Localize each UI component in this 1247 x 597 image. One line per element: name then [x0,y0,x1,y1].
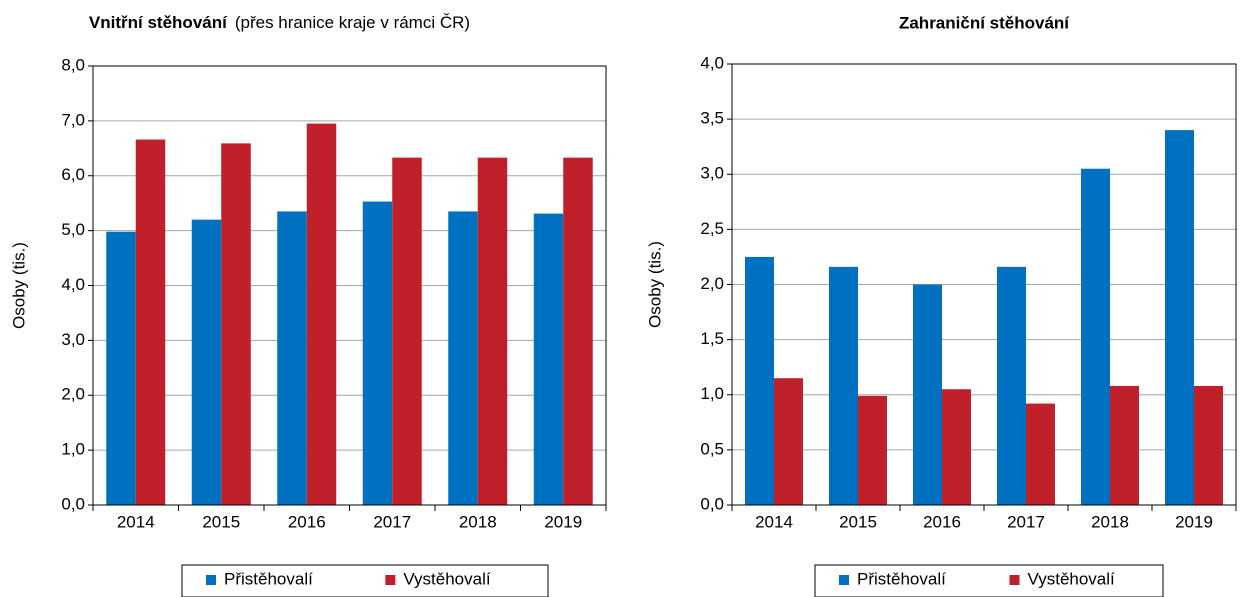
y-tick-label: 1,0 [61,440,85,459]
bar [106,231,136,505]
bar [362,201,393,505]
legend-swatch [839,575,849,585]
y-tick-label: 5,0 [61,220,85,239]
y-tick-label: 2,5 [700,219,724,238]
legend-label: Vystěhovalí [1028,569,1116,588]
y-tick-label: 8,0 [61,55,85,74]
bar [1110,385,1139,505]
y-tick-label: 4,0 [61,275,85,294]
bar [1081,168,1110,506]
legend-label: Přistěhovalí [857,569,946,588]
bar [448,211,478,505]
y-axis-label: Osoby (tis.) [645,241,664,328]
chart-title: Zahraniční stěhování [899,13,1070,32]
legend-swatch [385,575,396,585]
y-tick-label: 2,0 [61,385,85,404]
y-tick-label: 1,5 [700,329,724,348]
y-tick-label: 0,0 [700,494,724,513]
legend-box [181,564,549,597]
y-tick-label: 6,0 [61,165,85,184]
legend-swatch [206,575,216,585]
y-tick-label: 7,0 [61,110,85,129]
chart-title: Vnitřní stěhování (přes hranice kraje v r… [89,13,470,32]
y-tick-label: 3,0 [61,330,85,349]
x-tick-label: 2014 [117,512,155,531]
bar [221,143,251,505]
x-tick-label: 2019 [544,512,582,531]
x-tick-label: 2014 [755,512,793,531]
y-tick-label: 3,0 [700,164,724,183]
legend-box [814,564,1164,597]
x-tick-label: 2019 [1175,512,1213,531]
x-tick-label: 2018 [459,512,497,531]
bar [1026,403,1055,505]
y-tick-label: 3,5 [700,109,724,128]
x-tick-label: 2016 [923,512,961,531]
bar [913,284,942,505]
bar [774,378,803,505]
bar [745,256,774,505]
bar [392,157,422,506]
bar [563,157,593,506]
bar [277,211,307,505]
bar [997,266,1026,505]
chart-title-main: Vnitřní stěhování [89,13,228,32]
plot-frame [731,63,1237,506]
bar [306,123,337,506]
bar [533,213,564,505]
chart-subtitle: (přes hranice kraje v rámci ČR) [235,13,470,32]
y-tick-label: 0,5 [700,439,724,458]
bar [191,219,222,505]
legend-label: Přistěhovalí [224,569,313,588]
y-tick-label: 0,0 [61,494,85,513]
x-tick-label: 2015 [839,512,877,531]
bar [477,157,508,506]
x-tick-label: 2015 [202,512,240,531]
y-tick-label: 4,0 [700,53,724,72]
plot-frame [92,65,607,506]
y-tick-label: 1,0 [700,384,724,403]
bar [858,395,887,505]
legend-label: Vystěhovalí [403,569,491,588]
bar [942,389,971,505]
bar [135,139,166,505]
x-tick-label: 2017 [373,512,411,531]
bar [829,266,858,505]
x-tick-label: 2017 [1007,512,1045,531]
x-tick-label: 2018 [1091,512,1129,531]
x-tick-label: 2016 [288,512,326,531]
y-tick-label: 2,0 [700,274,724,293]
legend-swatch [1009,575,1020,585]
bar [1165,130,1194,505]
y-axis-label: Osoby (tis.) [9,242,28,329]
bar [1194,385,1223,505]
